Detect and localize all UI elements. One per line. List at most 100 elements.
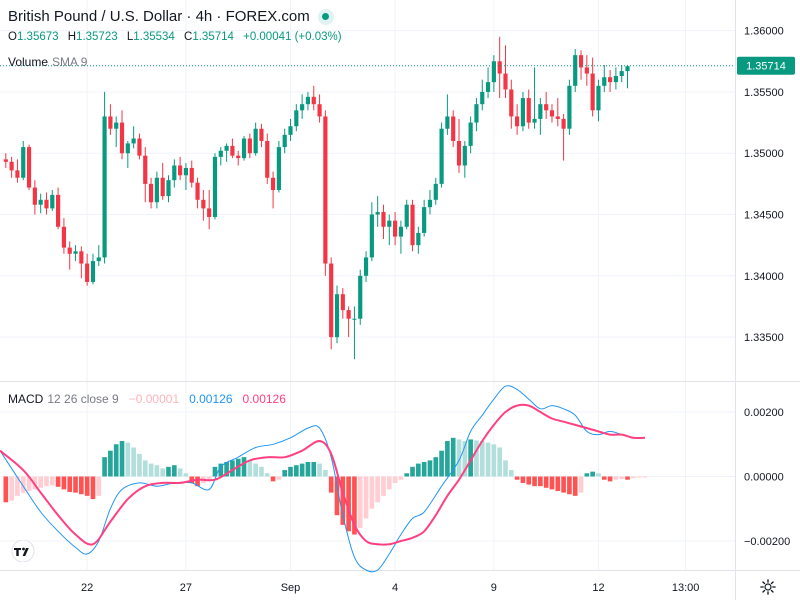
candle-body[interactable] [578, 55, 584, 68]
candle-body[interactable] [358, 275, 363, 319]
candle-body[interactable] [340, 294, 345, 311]
candle-body[interactable] [613, 76, 618, 83]
candle-body[interactable] [148, 183, 154, 203]
candle-body[interactable] [90, 261, 96, 282]
candle-body[interactable] [497, 61, 502, 74]
candle-body[interactable] [207, 208, 212, 217]
candle-body[interactable] [532, 118, 537, 123]
candle-body[interactable] [172, 165, 177, 181]
candle-body[interactable] [323, 116, 328, 264]
candle-body[interactable] [265, 140, 270, 178]
candle-body[interactable] [56, 194, 61, 227]
candle-body[interactable] [474, 104, 479, 123]
candle-body[interactable] [503, 73, 508, 90]
candle-body[interactable] [590, 73, 595, 111]
candle-body[interactable] [183, 167, 189, 176]
candle-body[interactable] [456, 140, 462, 166]
candle-body[interactable] [346, 310, 351, 319]
price-candles[interactable] [3, 36, 630, 360]
candle-body[interactable] [334, 294, 340, 338]
candle-body[interactable] [114, 122, 119, 129]
candle-body[interactable] [125, 143, 130, 154]
candle-body[interactable] [445, 116, 450, 129]
candle-body[interactable] [102, 116, 107, 258]
candle-body[interactable] [369, 214, 374, 258]
candle-body[interactable] [218, 150, 223, 157]
candle-body[interactable] [282, 134, 287, 148]
candle-body[interactable] [21, 147, 26, 178]
market-status-icon[interactable] [317, 8, 334, 25]
candle-body[interactable] [212, 156, 218, 217]
candle-body[interactable] [9, 161, 14, 171]
candle-body[interactable] [352, 318, 357, 320]
candle-body[interactable] [26, 147, 32, 188]
candle-body[interactable] [410, 204, 415, 246]
candle-body[interactable] [363, 257, 369, 276]
candle-body[interactable] [38, 199, 43, 205]
candle-body[interactable] [398, 226, 404, 237]
candle-body[interactable] [166, 180, 171, 197]
candle-body[interactable] [189, 167, 194, 183]
candle-body[interactable] [270, 177, 276, 190]
candle-body[interactable] [15, 170, 20, 178]
candle-body[interactable] [561, 118, 566, 129]
candle-body[interactable] [32, 187, 37, 205]
candle-body[interactable] [526, 98, 531, 123]
candle-body[interactable] [276, 147, 281, 190]
settings-gear-icon[interactable] [759, 578, 777, 596]
candle-body[interactable] [311, 96, 316, 105]
candle-body[interactable] [253, 128, 258, 154]
candle-body[interactable] [3, 159, 8, 162]
candle-body[interactable] [515, 116, 520, 127]
candle-body[interactable] [404, 204, 409, 227]
candle-body[interactable] [619, 71, 624, 76]
candle-body[interactable] [236, 155, 241, 159]
candle-body[interactable] [491, 61, 496, 83]
candle-body[interactable] [427, 199, 433, 208]
candle-body[interactable] [387, 220, 392, 227]
candle-body[interactable] [544, 104, 549, 111]
candle-body[interactable] [67, 247, 72, 254]
candle-body[interactable] [375, 212, 380, 215]
price-axis[interactable]: 1.36000 1.35500 1.35000 1.34500 1.34000 1.335… [744, 26, 790, 548]
candle-body[interactable] [143, 155, 148, 184]
candle-body[interactable] [381, 212, 386, 227]
time-axis[interactable]: 22 27 Sep 4 9 12 13:00 [81, 582, 699, 594]
candle-body[interactable] [462, 145, 467, 166]
volume-legend[interactable]: Volume SMA 9 [8, 55, 87, 69]
candle-body[interactable] [305, 96, 311, 105]
candle-body[interactable] [573, 55, 578, 86]
candle-body[interactable] [625, 66, 630, 72]
candle-body[interactable] [44, 199, 49, 209]
candle-body[interactable] [137, 138, 142, 156]
candle-body[interactable] [224, 145, 229, 151]
candle-body[interactable] [520, 98, 526, 127]
candle-body[interactable] [85, 263, 90, 282]
candle-body[interactable] [538, 104, 543, 119]
macd-legend[interactable]: MACD 12 26 close 9 −0.00001 0.00126 0.00126 [8, 392, 286, 406]
candle-body[interactable] [230, 145, 235, 156]
candle-body[interactable] [485, 82, 491, 92]
candle-body[interactable] [294, 110, 299, 127]
candle-body[interactable] [259, 128, 264, 141]
candle-body[interactable] [451, 116, 456, 141]
candle-body[interactable] [119, 122, 125, 154]
candle-body[interactable] [154, 177, 159, 203]
candle-body[interactable] [131, 138, 136, 144]
candle-body[interactable] [596, 85, 601, 111]
candle-body[interactable] [79, 251, 84, 264]
candle-body[interactable] [201, 199, 206, 209]
candle-body[interactable] [300, 104, 305, 111]
candle-body[interactable] [288, 126, 293, 135]
candle-body[interactable] [567, 85, 572, 129]
candle-body[interactable] [50, 194, 55, 209]
candle-body[interactable] [73, 251, 78, 254]
candle-body[interactable] [416, 232, 421, 246]
candle-body[interactable] [602, 77, 607, 86]
candle-body[interactable] [433, 183, 438, 200]
tradingview-logo-icon[interactable] [8, 540, 38, 562]
candle-body[interactable] [61, 226, 67, 248]
candle-body[interactable] [480, 91, 485, 105]
candle-body[interactable] [439, 128, 444, 184]
